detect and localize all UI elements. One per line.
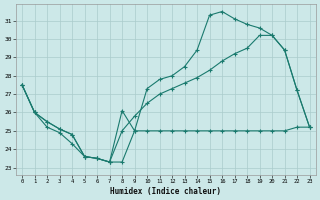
X-axis label: Humidex (Indice chaleur): Humidex (Indice chaleur) — [110, 187, 221, 196]
